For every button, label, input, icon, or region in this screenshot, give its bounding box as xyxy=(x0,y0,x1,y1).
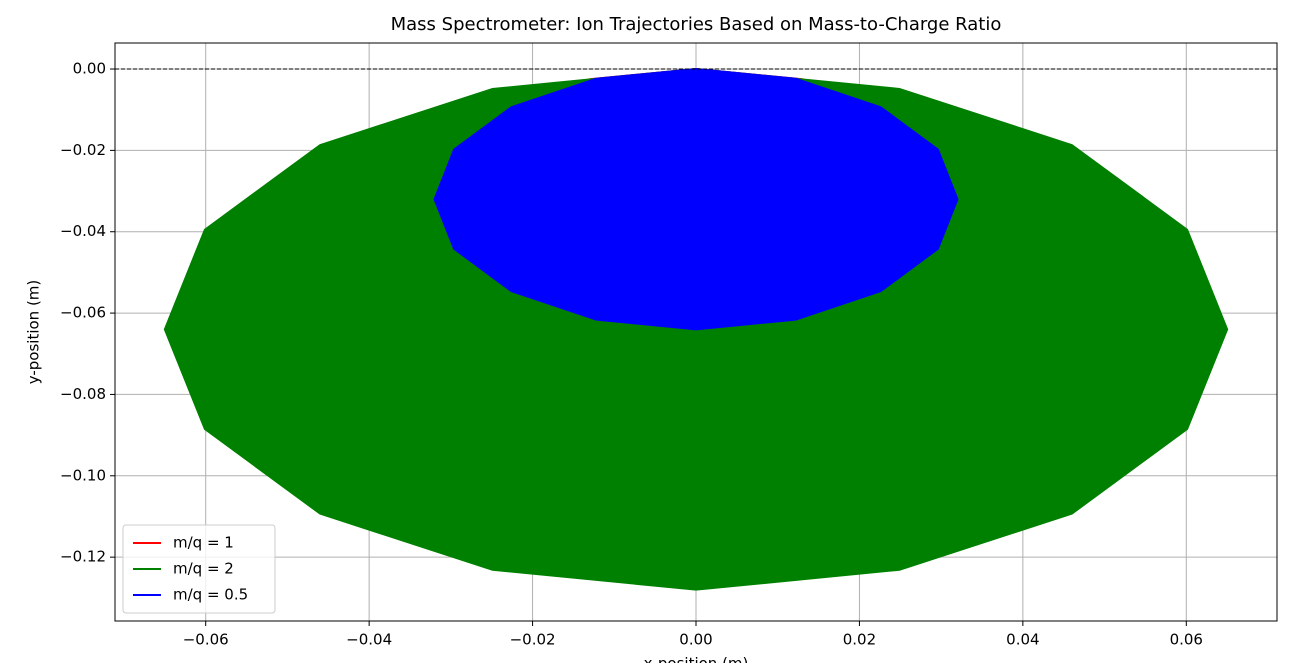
chart-title: Mass Spectrometer: Ion Trajectories Base… xyxy=(391,14,1002,35)
x-tick-label: −0.04 xyxy=(346,631,392,649)
y-tick-label: −0.02 xyxy=(60,141,106,159)
x-tick-label: 0.00 xyxy=(679,631,712,649)
legend-box xyxy=(122,524,276,614)
y-tick-label: −0.08 xyxy=(60,385,106,403)
x-tick-label: −0.02 xyxy=(510,631,556,649)
trajectory xyxy=(433,68,959,331)
y-tick-label: 0.00 xyxy=(73,60,106,78)
legend-label: m/q = 2 xyxy=(173,560,234,578)
x-axis-label: x-position (m) xyxy=(644,655,749,663)
x-tick-label: −0.06 xyxy=(183,631,229,649)
legend-label: m/q = 0.5 xyxy=(173,586,248,604)
y-tick-label: −0.04 xyxy=(60,222,106,240)
plot-area xyxy=(115,43,1277,621)
y-tick-label: −0.12 xyxy=(60,548,106,566)
x-tick-label: 0.02 xyxy=(843,631,876,649)
x-tick-label: 0.04 xyxy=(1006,631,1039,649)
y-tick-label: −0.10 xyxy=(60,466,106,484)
legend-label: m/q = 1 xyxy=(173,534,234,552)
plot-frame xyxy=(114,42,1278,622)
x-tick-label: 0.06 xyxy=(1170,631,1203,649)
y-axis-label: y-position (m) xyxy=(25,280,43,385)
y-tick-label: −0.06 xyxy=(60,304,106,322)
